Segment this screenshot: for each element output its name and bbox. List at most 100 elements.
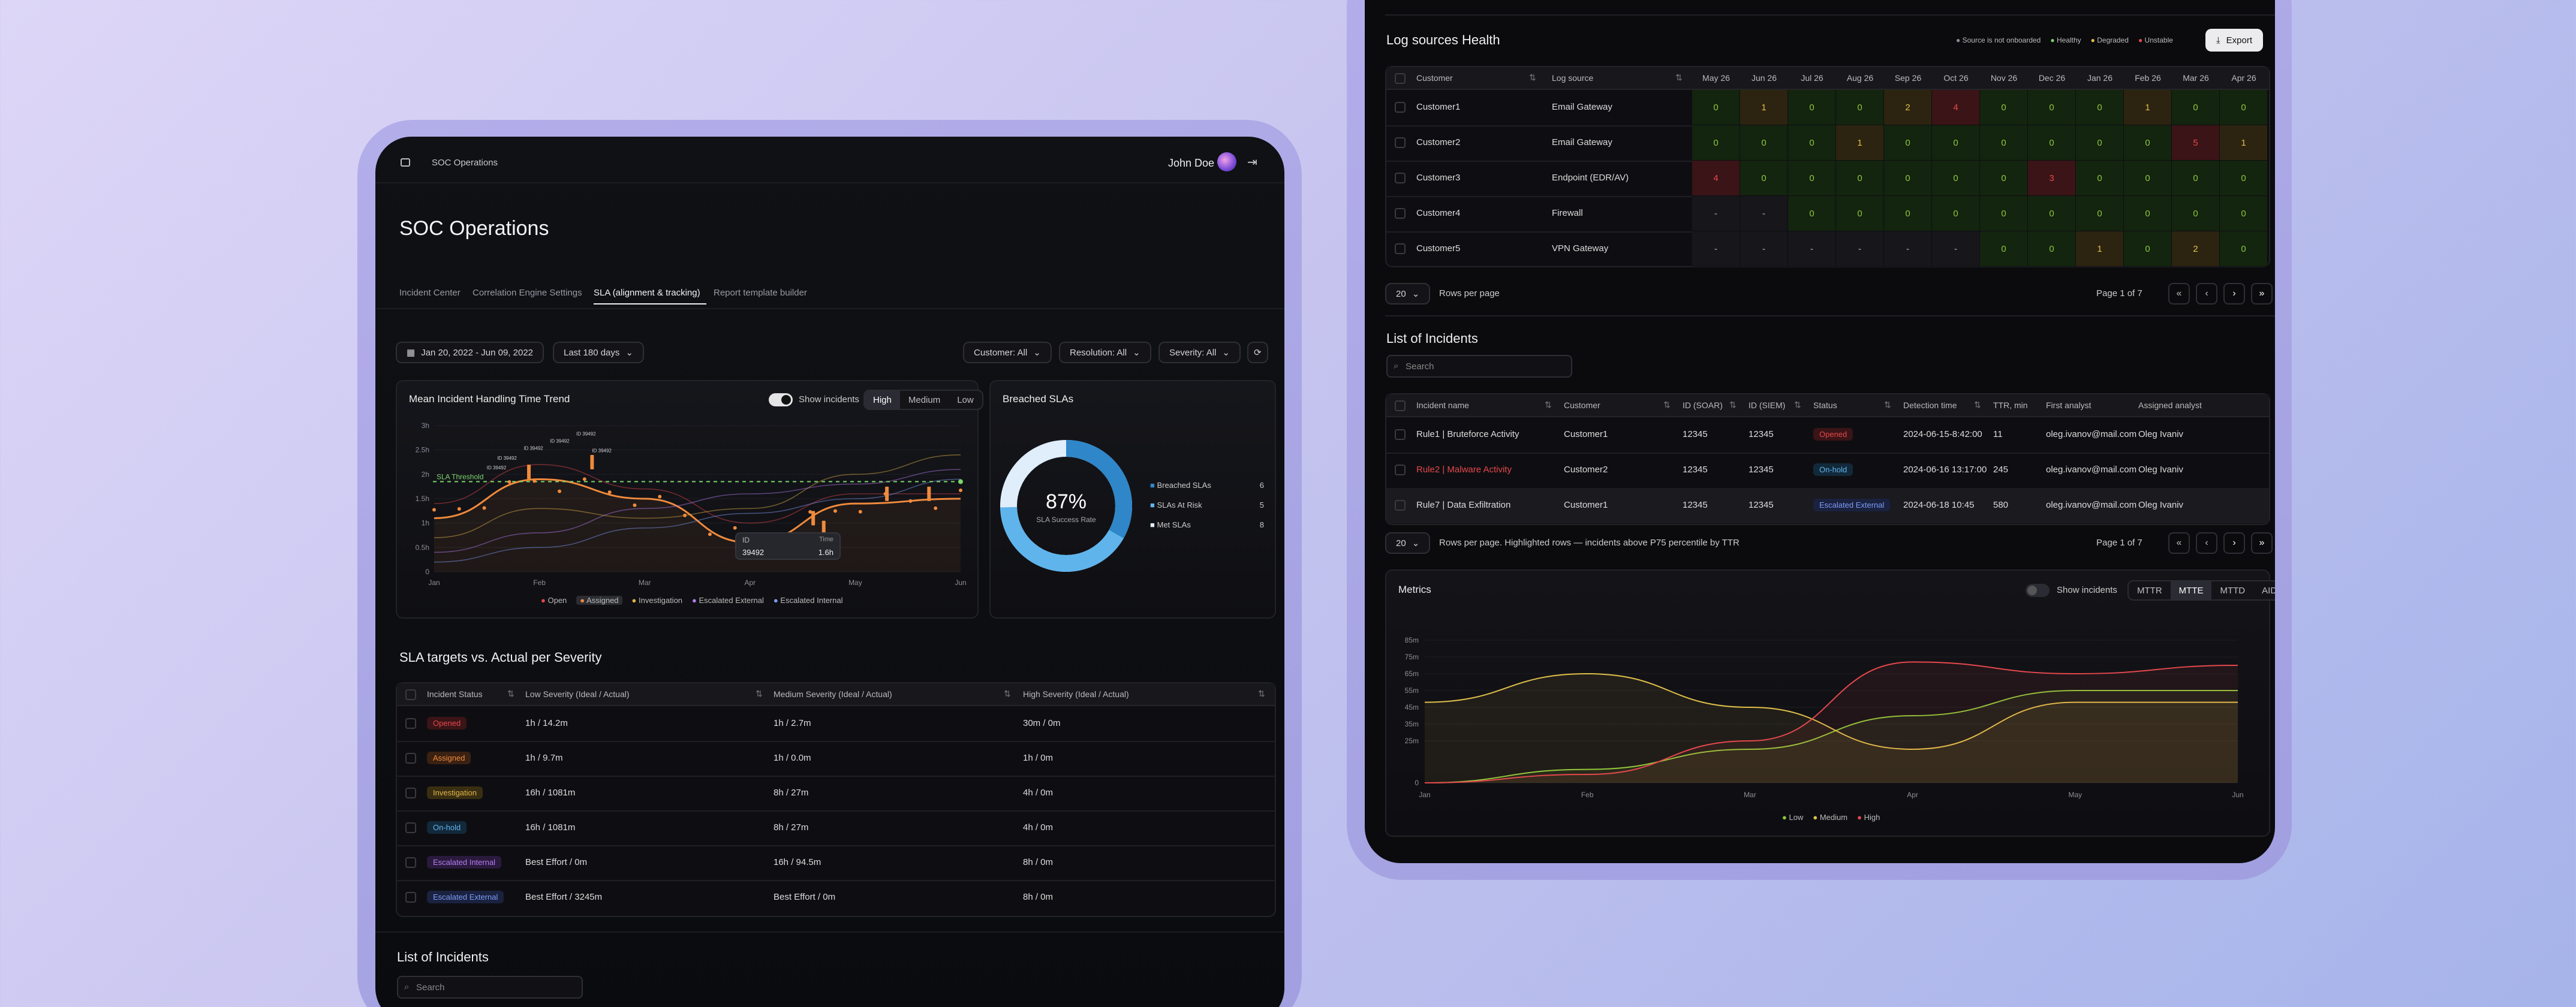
row-checkbox[interactable] — [1395, 500, 1406, 511]
sort-icon[interactable]: ⇅ — [1258, 689, 1265, 698]
health-cell[interactable]: - — [1836, 231, 1884, 267]
row-checkbox[interactable] — [405, 718, 416, 729]
show-incidents-toggle[interactable] — [769, 393, 793, 406]
first-page-button[interactable]: « — [2168, 532, 2190, 554]
health-cell[interactable]: 0 — [2076, 161, 2124, 196]
health-cell[interactable]: 0 — [2076, 125, 2124, 161]
table-row[interactable]: Opened 1h / 14.2m 1h / 2.7m 30m / 0m — [397, 706, 1275, 741]
table-row[interactable]: Escalated Internal Best Effort / 0m 16h / … — [397, 845, 1275, 880]
health-cell[interactable]: - — [1932, 231, 1980, 267]
sort-icon[interactable]: ⇅ — [1794, 400, 1801, 409]
health-cell[interactable]: 0 — [2028, 90, 2076, 125]
period-select[interactable]: Last 180 days ⌄ — [553, 342, 644, 363]
tab-sla[interactable]: SLA (alignment & tracking) — [594, 288, 700, 298]
table-row[interactable]: Assigned 1h / 9.7m 1h / 0.0m 1h / 0m — [397, 741, 1275, 776]
health-cell[interactable]: - — [1884, 231, 1932, 267]
health-cell[interactable]: 0 — [2220, 196, 2268, 231]
health-cell[interactable]: 0 — [1740, 125, 1788, 161]
row-checkbox[interactable] — [1395, 465, 1406, 475]
table-row[interactable]: Escalated External Best Effort / 3245m Bes… — [397, 880, 1275, 915]
col-log-source[interactable]: Log source — [1552, 73, 1594, 83]
health-cell[interactable]: 0 — [2076, 196, 2124, 231]
health-cell[interactable]: 0 — [2076, 90, 2124, 125]
legend-assigned[interactable]: ● Assigned — [576, 596, 622, 605]
prev-page-button[interactable]: ‹ — [2196, 283, 2217, 304]
first-page-button[interactable]: « — [2168, 283, 2190, 304]
health-cell[interactable]: 0 — [1932, 161, 1980, 196]
metrics-tabs[interactable]: MTTR MTTE MTTD AID — [2127, 580, 2275, 601]
next-page-button[interactable]: › — [2223, 283, 2245, 304]
table-row[interactable]: Rule2 | Malware Activity Customer2 12345 12… — [1386, 453, 2269, 488]
severity-high[interactable]: High — [865, 391, 900, 409]
table-row[interactable]: On-hold 16h / 1081m 8h / 27m 4h / 0m — [397, 810, 1275, 845]
health-cell[interactable]: 0 — [1980, 125, 2028, 161]
health-cell[interactable]: 0 — [1836, 90, 1884, 125]
metric-aid[interactable]: AID — [2262, 585, 2275, 596]
row-checkbox[interactable] — [1395, 429, 1406, 440]
severity-low[interactable]: Low — [957, 394, 974, 405]
health-cell[interactable]: 1 — [2076, 231, 2124, 267]
col-customer[interactable]: Customer — [1416, 73, 1453, 83]
health-cell[interactable]: 0 — [1884, 161, 1932, 196]
health-cell[interactable]: - — [1740, 196, 1788, 231]
sort-icon[interactable]: ⇅ — [1545, 400, 1552, 409]
health-cell[interactable]: 4 — [1692, 161, 1740, 196]
cell-name[interactable]: Rule7 | Data Exfiltration — [1416, 500, 1511, 510]
row-checkbox[interactable] — [405, 822, 416, 833]
incident-search-input[interactable]: ⌕ Search — [397, 976, 583, 999]
row-checkbox[interactable] — [405, 788, 416, 798]
select-all-checkbox[interactable] — [1395, 400, 1406, 411]
page-size-select[interactable]: 20 ⌄ — [1385, 283, 1431, 304]
health-cell[interactable]: 4 — [1932, 90, 1980, 125]
metric-mtte[interactable]: MTTE — [2170, 581, 2212, 599]
health-cell[interactable]: 0 — [1980, 196, 2028, 231]
table-row[interactable]: Customer4 Firewall - -0 0 0 0 0 0 0 0 0 0 — [1386, 196, 2269, 231]
col-header[interactable]: Detection time — [1903, 400, 1957, 410]
col-medium[interactable]: Medium Severity (Ideal / Actual) — [774, 689, 892, 699]
incidents-page-size-select[interactable]: 20 ⌄ — [1385, 532, 1431, 554]
health-cell[interactable]: 0 — [2172, 161, 2220, 196]
severity-toggle[interactable]: High Medium Low — [863, 390, 983, 410]
date-range-picker[interactable]: ▦ Jan 20, 2022 - Jun 09, 2022 — [396, 342, 544, 363]
sort-icon[interactable]: ⇅ — [756, 689, 763, 698]
cell-name[interactable]: Rule2 | Malware Activity — [1416, 465, 1512, 475]
next-page-button[interactable]: › — [2223, 532, 2245, 554]
col-header[interactable]: Customer — [1564, 400, 1600, 410]
sort-icon[interactable]: ⇅ — [1004, 689, 1011, 698]
col-header[interactable]: First analyst — [2046, 400, 2092, 410]
health-cell[interactable]: 0 — [1836, 196, 1884, 231]
health-cell[interactable]: 0 — [2028, 231, 2076, 267]
legend-investigation[interactable]: ● Investigation — [631, 596, 683, 605]
select-all-checkbox[interactable] — [405, 689, 416, 700]
sort-icon[interactable]: ⇅ — [1884, 400, 1891, 409]
health-cell[interactable]: 1 — [1836, 125, 1884, 161]
col-high[interactable]: High Severity (Ideal / Actual) — [1023, 689, 1129, 699]
health-cell[interactable]: - — [1692, 196, 1740, 231]
resolution-filter[interactable]: Resolution: All ⌄ — [1059, 342, 1151, 363]
prev-page-button[interactable]: ‹ — [2196, 532, 2217, 554]
health-cell[interactable]: 0 — [1692, 125, 1740, 161]
sort-icon[interactable]: ⇅ — [1729, 400, 1737, 409]
health-cell[interactable]: 0 — [1836, 161, 1884, 196]
health-cell[interactable]: 0 — [1788, 90, 1836, 125]
metric-mttd[interactable]: MTTD — [2220, 585, 2246, 596]
health-cell[interactable]: 0 — [2124, 231, 2172, 267]
col-header[interactable]: Incident name — [1416, 400, 1469, 410]
health-cell[interactable]: 0 — [1932, 125, 1980, 161]
table-row[interactable]: Customer1 Email Gateway 0 1 0 0 2 4 0 0 0 1 0 0 — [1386, 90, 2269, 125]
last-page-button[interactable]: » — [2251, 283, 2273, 304]
health-cell[interactable]: 0 — [2172, 90, 2220, 125]
col-header[interactable]: Assigned analyst — [2138, 400, 2202, 410]
health-cell[interactable]: 0 — [1884, 196, 1932, 231]
sort-icon[interactable]: ⇅ — [1675, 73, 1683, 82]
health-cell[interactable]: 0 — [2124, 161, 2172, 196]
health-cell[interactable]: 3 — [2028, 161, 2076, 196]
col-incident-status[interactable]: Incident Status — [427, 689, 483, 699]
health-cell[interactable]: 2 — [2172, 231, 2220, 267]
cell-name[interactable]: Rule1 | Bruteforce Activity — [1416, 429, 1519, 439]
legend-escalated-internal[interactable]: ● Escalated Internal — [773, 596, 843, 605]
sort-icon[interactable]: ⇅ — [1663, 400, 1671, 409]
metrics-show-incidents-toggle[interactable] — [2026, 584, 2050, 597]
health-cell[interactable]: 0 — [2028, 125, 2076, 161]
tab-incident-center[interactable]: Incident Center — [399, 288, 461, 298]
